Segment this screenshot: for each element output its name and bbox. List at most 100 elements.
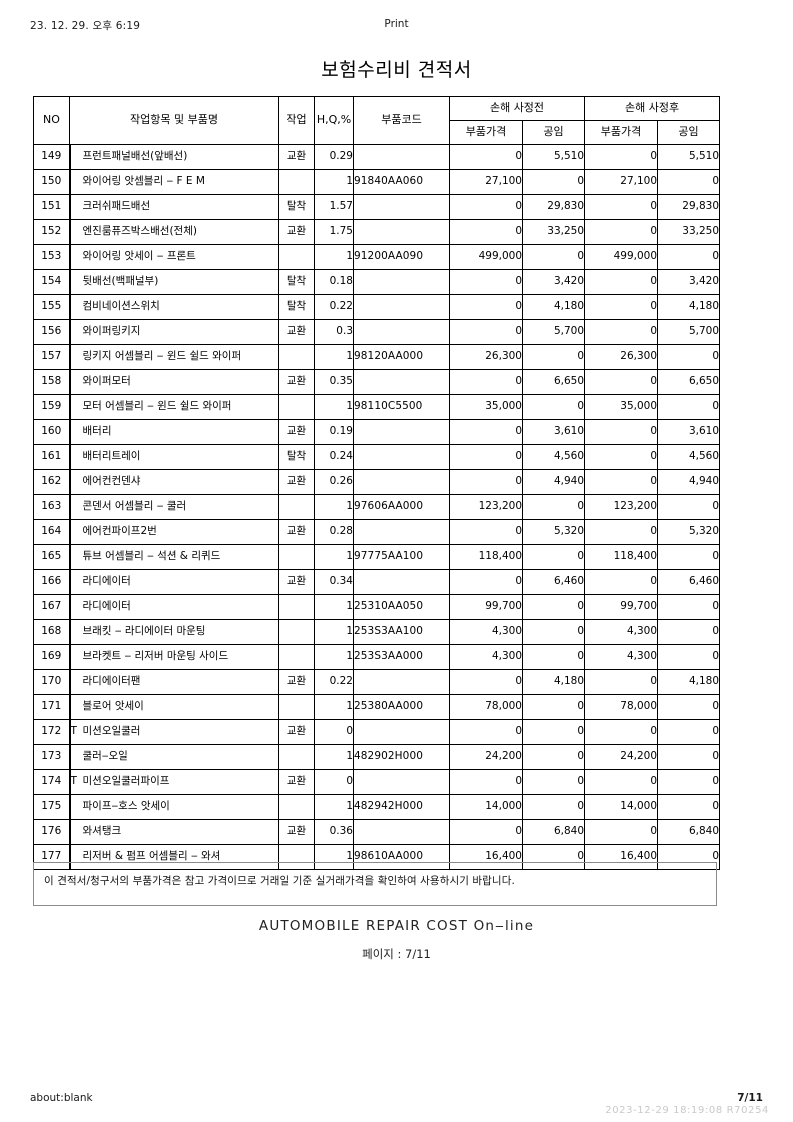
- row-part-code: 482902H000: [353, 744, 450, 770]
- row-price-before: 0: [449, 319, 523, 345]
- row-part-code: [353, 419, 450, 445]
- row-hq-value: 0.22: [314, 669, 354, 695]
- row-labor-after: 0: [657, 794, 721, 820]
- row-labor-before: 0: [521, 394, 586, 420]
- row-labor-before: 4,560: [521, 444, 586, 470]
- row-hq-value: 1: [314, 844, 354, 870]
- row-price-before: 0: [449, 569, 523, 595]
- notice-box: 이 견적서/청구서의 부품가격은 참고 가격이므로 거래일 기준 실거래가격을 …: [33, 862, 717, 906]
- col-header-price-before: 부품가격: [449, 120, 523, 145]
- row-part-name-text: 와셔탱크: [82, 825, 122, 838]
- row-part-code: [353, 219, 450, 245]
- row-labor-after: 5,700: [657, 319, 721, 345]
- row-work-type: 교환: [278, 519, 315, 545]
- row-hq-value: 0.22: [314, 294, 354, 320]
- row-labor-after: 0: [657, 394, 721, 420]
- row-price-after: 0: [584, 444, 659, 470]
- row-part-code: [353, 769, 450, 795]
- browser-print-header: 23. 12. 29. 오후 6:19 Print: [0, 18, 793, 34]
- row-part-name-text: 컴비네이션스위치: [82, 300, 160, 313]
- row-number: 171: [33, 694, 70, 720]
- table-row: 158 와이퍼모터 교환 0.35 0 6,650 0 6,650: [33, 369, 721, 395]
- row-labor-before: 0: [521, 344, 586, 370]
- row-hq-value: 1: [314, 744, 354, 770]
- row-work-type: [278, 794, 315, 820]
- row-labor-after: 6,650: [657, 369, 721, 395]
- row-price-after: 0: [584, 419, 659, 445]
- row-number: 156: [33, 319, 70, 345]
- row-part-name-text: 블로어 앗세이: [82, 700, 144, 713]
- row-hq-value: 1: [314, 794, 354, 820]
- row-number: 154: [33, 269, 70, 295]
- table-row: 157 링키지 어셈블리 ‒ 윈드 쉴드 와이퍼 1 98120AA000 26,300…: [33, 344, 721, 370]
- row-hq-value: 1: [314, 594, 354, 620]
- row-part-code: 25310AA050: [353, 594, 450, 620]
- row-part-name: 콘덴서 어셈블리 ‒ 쿨러: [68, 494, 279, 520]
- row-part-name: 엔진룸퓨즈박스배선(전체): [68, 219, 279, 245]
- row-price-after: 4,300: [584, 644, 659, 670]
- row-labor-after: 0: [657, 719, 721, 745]
- row-part-code: [353, 294, 450, 320]
- row-hq-value: 0.29: [314, 144, 354, 170]
- row-price-before: 0: [449, 369, 523, 395]
- row-part-code: 97775AA100: [353, 544, 450, 570]
- row-part-name-text: 배터리트레이: [82, 450, 141, 463]
- table-row: 168 브래킷 ‒ 라디에이터 마운팅 1 253S3AA100 4,300 0 4,300…: [33, 619, 721, 645]
- row-work-type: 교환: [278, 369, 315, 395]
- row-number: 167: [33, 594, 70, 620]
- row-part-code: 253S3AA000: [353, 644, 450, 670]
- table-row: 170 라디에이터팬 교환 0.22 0 4,180 0 4,180: [33, 669, 721, 695]
- row-hq-value: 0.34: [314, 569, 354, 595]
- row-part-name: 크러쉬패드배선: [68, 194, 279, 220]
- row-part-name-text: 미션오일쿨러: [82, 725, 141, 738]
- row-work-type: [278, 644, 315, 670]
- row-part-code: [353, 194, 450, 220]
- row-part-code: [353, 269, 450, 295]
- row-part-code: 98610AA000: [353, 844, 450, 870]
- table-row: 173 쿨러‒오일 1 482902H000 24,200 0 24,200 0: [33, 744, 721, 770]
- row-price-after: 0: [584, 319, 659, 345]
- row-price-after: 0: [584, 369, 659, 395]
- row-number: 152: [33, 219, 70, 245]
- row-part-name-text: 파이프‒호스 앗세이: [82, 800, 170, 813]
- row-work-type: [278, 344, 315, 370]
- row-part-name: 모터 어셈블리 ‒ 윈드 쉴드 와이퍼: [68, 394, 279, 420]
- row-labor-after: 29,830: [657, 194, 721, 220]
- footer-brand: AUTOMOBILE REPAIR COST On‒line: [258, 918, 535, 934]
- row-price-before: 0: [449, 519, 523, 545]
- row-price-after: 26,300: [584, 344, 659, 370]
- col-header-no: NO: [33, 96, 70, 145]
- row-part-name: 라디에이터팬: [68, 669, 279, 695]
- table-row: 160 배터리 교환 0.19 0 3,610 0 3,610: [33, 419, 721, 445]
- row-part-name-text: 에어컨파이프2번: [82, 525, 157, 538]
- row-price-before: 0: [449, 469, 523, 495]
- row-labor-before: 4,940: [521, 469, 586, 495]
- row-labor-before: 0: [521, 544, 586, 570]
- notice-text: 이 견적서/청구서의 부품가격은 참고 가격이므로 거래일 기준 실거래가격을 …: [44, 875, 515, 887]
- row-type-flag: T: [70, 775, 77, 788]
- col-header-price-after: 부품가격: [584, 120, 659, 145]
- row-price-before: 118,400: [449, 544, 523, 570]
- row-price-before: 4,300: [449, 619, 523, 645]
- row-price-after: 14,000: [584, 794, 659, 820]
- row-number: 163: [33, 494, 70, 520]
- row-labor-after: 4,180: [657, 669, 721, 695]
- col-header-part-code: 부품코드: [353, 96, 450, 145]
- col-header-group-before: 손해 사정전: [448, 96, 586, 121]
- row-price-before: 27,100: [449, 169, 523, 195]
- row-part-name: 와셔탱크: [68, 819, 279, 845]
- row-number: 157: [33, 344, 70, 370]
- row-part-code: [353, 144, 450, 170]
- row-labor-before: 0: [521, 494, 586, 520]
- row-part-name-text: 미션오일쿨러파이프: [82, 775, 170, 788]
- row-part-code: [353, 469, 450, 495]
- col-header-work: 작업: [278, 96, 315, 145]
- row-part-name: 브라켓트 ‒ 리저버 마운팅 사이드: [68, 644, 279, 670]
- row-part-name-text: 브래킷 ‒ 라디에이터 마운팅: [82, 625, 206, 638]
- row-price-after: 0: [584, 669, 659, 695]
- row-hq-value: 1: [314, 494, 354, 520]
- row-labor-after: 0: [657, 644, 721, 670]
- row-part-name-text: 라디에이터팬: [82, 675, 141, 688]
- row-part-code: 482942H000: [353, 794, 450, 820]
- table-row: 176 와셔탱크 교환 0.36 0 6,840 0 6,840: [33, 819, 721, 845]
